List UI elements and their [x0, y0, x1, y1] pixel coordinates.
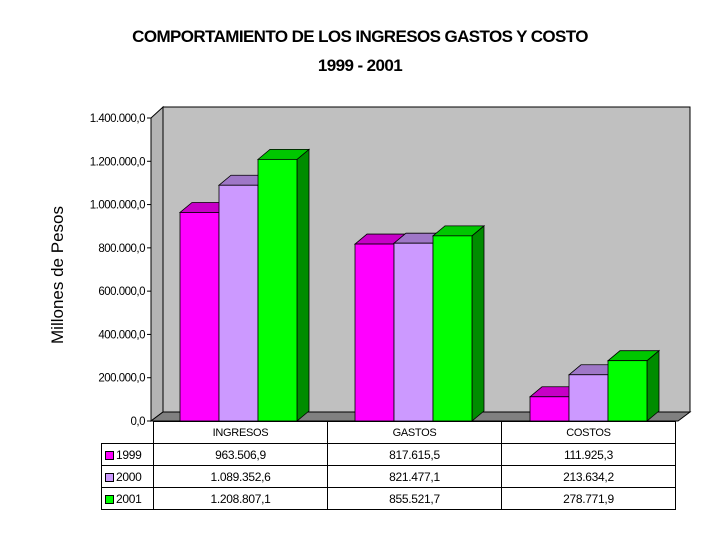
legend-swatch [105, 494, 114, 504]
y-tick-label: 800.000,0 [98, 243, 145, 255]
bar-front [607, 360, 648, 422]
legend-entry-1999: 1999 [101, 443, 154, 466]
data-cell: 821.477,1 [327, 465, 502, 488]
data-cell: 855.521,7 [327, 487, 502, 510]
bar-front [257, 158, 298, 422]
category-label: GASTOS [327, 421, 502, 444]
data-cell: 817.615,5 [327, 443, 502, 466]
chart-title: COMPORTAMIENTO DE LOS INGRESOS GASTOS Y … [132, 27, 588, 46]
category-label: COSTOS [501, 421, 676, 444]
data-cell: 1.208.807,1 [153, 487, 328, 510]
bar-front [529, 396, 570, 422]
y-tick-label: 1.200.000,0 [90, 156, 145, 168]
bar-side [296, 148, 310, 422]
data-table-row: 2001 1.208.807,1 855.521,7 278.771,9 [101, 487, 676, 510]
legend-swatch [105, 450, 114, 460]
y-tick-label: 600.000,0 [98, 286, 145, 298]
data-cell: 213.634,2 [501, 465, 676, 488]
legend-label: 2000 [116, 469, 142, 484]
bar [256, 148, 311, 422]
legend-entry-2000: 2000 [101, 465, 154, 488]
data-table-header-row: INGRESOS GASTOS COSTOS [102, 421, 676, 444]
bar [431, 224, 486, 422]
plot-side-wall [150, 105, 164, 422]
y-tick-label: 200.000,0 [98, 373, 145, 385]
bar-side [646, 349, 660, 422]
data-table: INGRESOS GASTOS COSTOS 1999 963.506,9 81… [101, 421, 676, 510]
y-tick-label: 400.000,0 [98, 329, 145, 341]
bar-front [568, 374, 609, 422]
bar-front [432, 235, 473, 422]
data-cell: 1.089.352,6 [153, 465, 328, 488]
data-cell: 111.925,3 [501, 443, 676, 466]
chart-subtitle: 1999 - 2001 [317, 56, 403, 75]
bar-front [218, 184, 259, 422]
category-label: INGRESOS [153, 421, 328, 444]
data-table-row: 2000 1.089.352,6 821.477,1 213.634,2 [101, 465, 676, 488]
data-cell: 963.506,9 [153, 443, 328, 466]
bar-front [393, 242, 434, 422]
y-tick-label: 1.400.000,0 [90, 113, 145, 125]
bar-side [471, 224, 485, 422]
y-tick-label: 1.000.000,0 [90, 200, 145, 212]
data-cell: 278.771,9 [501, 487, 676, 510]
bar-front [354, 243, 395, 422]
bar [606, 349, 661, 422]
legend-entry-2001: 2001 [101, 487, 154, 510]
bar-front [179, 212, 220, 422]
legend-swatch [105, 472, 114, 482]
data-table-row: 1999 963.506,9 817.615,5 111.925,3 [101, 443, 676, 466]
legend-label: 2001 [116, 491, 142, 506]
y-tick-label: 0,0 [131, 416, 146, 428]
legend-label: 1999 [116, 447, 142, 462]
data-table-corner [102, 422, 154, 444]
